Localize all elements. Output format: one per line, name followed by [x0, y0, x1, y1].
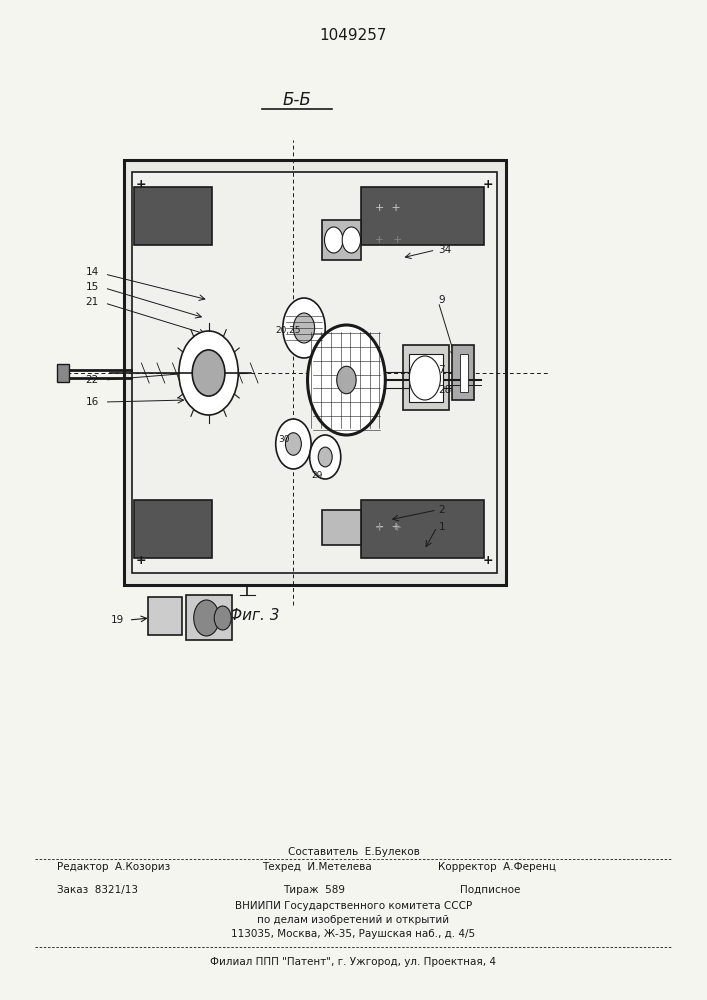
- Circle shape: [194, 600, 219, 636]
- Text: 29: 29: [312, 471, 323, 480]
- Bar: [361, 187, 484, 245]
- Text: 16: 16: [86, 397, 99, 407]
- Text: ВНИИПИ Государственного комитета СССР: ВНИИПИ Государственного комитета СССР: [235, 901, 472, 911]
- Text: 1: 1: [438, 522, 445, 532]
- Text: 22: 22: [86, 375, 99, 385]
- Circle shape: [293, 313, 315, 343]
- Bar: [148, 597, 182, 635]
- Text: +  +: + +: [375, 522, 400, 532]
- Text: 7: 7: [438, 365, 445, 375]
- Text: 14: 14: [86, 267, 99, 277]
- Circle shape: [325, 227, 343, 253]
- Text: 34: 34: [438, 245, 452, 255]
- Text: 20,25: 20,25: [275, 326, 300, 336]
- Circle shape: [409, 356, 440, 400]
- Circle shape: [318, 447, 332, 467]
- Bar: [403, 345, 449, 410]
- Text: +   +: + +: [375, 235, 402, 245]
- Bar: [452, 345, 474, 400]
- Circle shape: [192, 350, 225, 396]
- Text: +   +: + +: [375, 523, 402, 533]
- Text: Тираж  589: Тираж 589: [283, 885, 345, 895]
- Text: 1049257: 1049257: [320, 27, 387, 42]
- Text: Составитель  Е.Булеков: Составитель Е.Булеков: [288, 847, 419, 857]
- Bar: [134, 187, 212, 245]
- Text: 28: 28: [438, 385, 452, 395]
- Text: +: +: [136, 178, 147, 192]
- Text: 2: 2: [438, 505, 445, 515]
- Circle shape: [179, 331, 238, 415]
- Circle shape: [286, 433, 301, 455]
- Text: Фиг. 3: Фиг. 3: [229, 607, 280, 622]
- Text: Подписное: Подписное: [460, 885, 520, 895]
- Bar: [132, 172, 497, 573]
- Bar: [186, 595, 232, 640]
- Text: Корректор  А.Ференц: Корректор А.Ференц: [438, 862, 556, 872]
- Text: Техред  И.Метелева: Техред И.Метелева: [262, 862, 371, 872]
- Circle shape: [283, 298, 325, 358]
- Text: 9: 9: [438, 295, 445, 305]
- Text: +: +: [136, 554, 147, 566]
- Text: +: +: [482, 554, 493, 566]
- Text: Редактор  А.Козориз: Редактор А.Козориз: [57, 862, 170, 872]
- Bar: [460, 354, 468, 392]
- Circle shape: [308, 325, 385, 435]
- Text: +  +: + +: [375, 203, 400, 213]
- Bar: [322, 510, 361, 545]
- Circle shape: [276, 419, 311, 469]
- Text: 113035, Москва, Ж-35, Раушская наб., д. 4/5: 113035, Москва, Ж-35, Раушская наб., д. …: [231, 929, 476, 939]
- Bar: [361, 500, 484, 558]
- Text: +: +: [482, 178, 493, 192]
- Text: по делам изобретений и открытий: по делам изобретений и открытий: [257, 915, 450, 925]
- Circle shape: [214, 606, 231, 630]
- Text: Филиал ППП "Патент", г. Ужгород, ул. Проектная, 4: Филиал ППП "Патент", г. Ужгород, ул. Про…: [211, 957, 496, 967]
- Text: Заказ  8321/13: Заказ 8321/13: [57, 885, 138, 895]
- Circle shape: [342, 227, 361, 253]
- Bar: [134, 500, 212, 558]
- Bar: [409, 354, 443, 402]
- Text: Б-Б: Б-Б: [283, 91, 311, 109]
- Text: 19: 19: [110, 615, 124, 625]
- Bar: [124, 160, 506, 585]
- Text: 21: 21: [86, 297, 99, 307]
- Circle shape: [337, 366, 356, 394]
- Circle shape: [310, 435, 341, 479]
- Text: 30: 30: [279, 434, 290, 444]
- Bar: [322, 220, 361, 260]
- Text: 15: 15: [86, 282, 99, 292]
- Bar: [57, 364, 69, 382]
